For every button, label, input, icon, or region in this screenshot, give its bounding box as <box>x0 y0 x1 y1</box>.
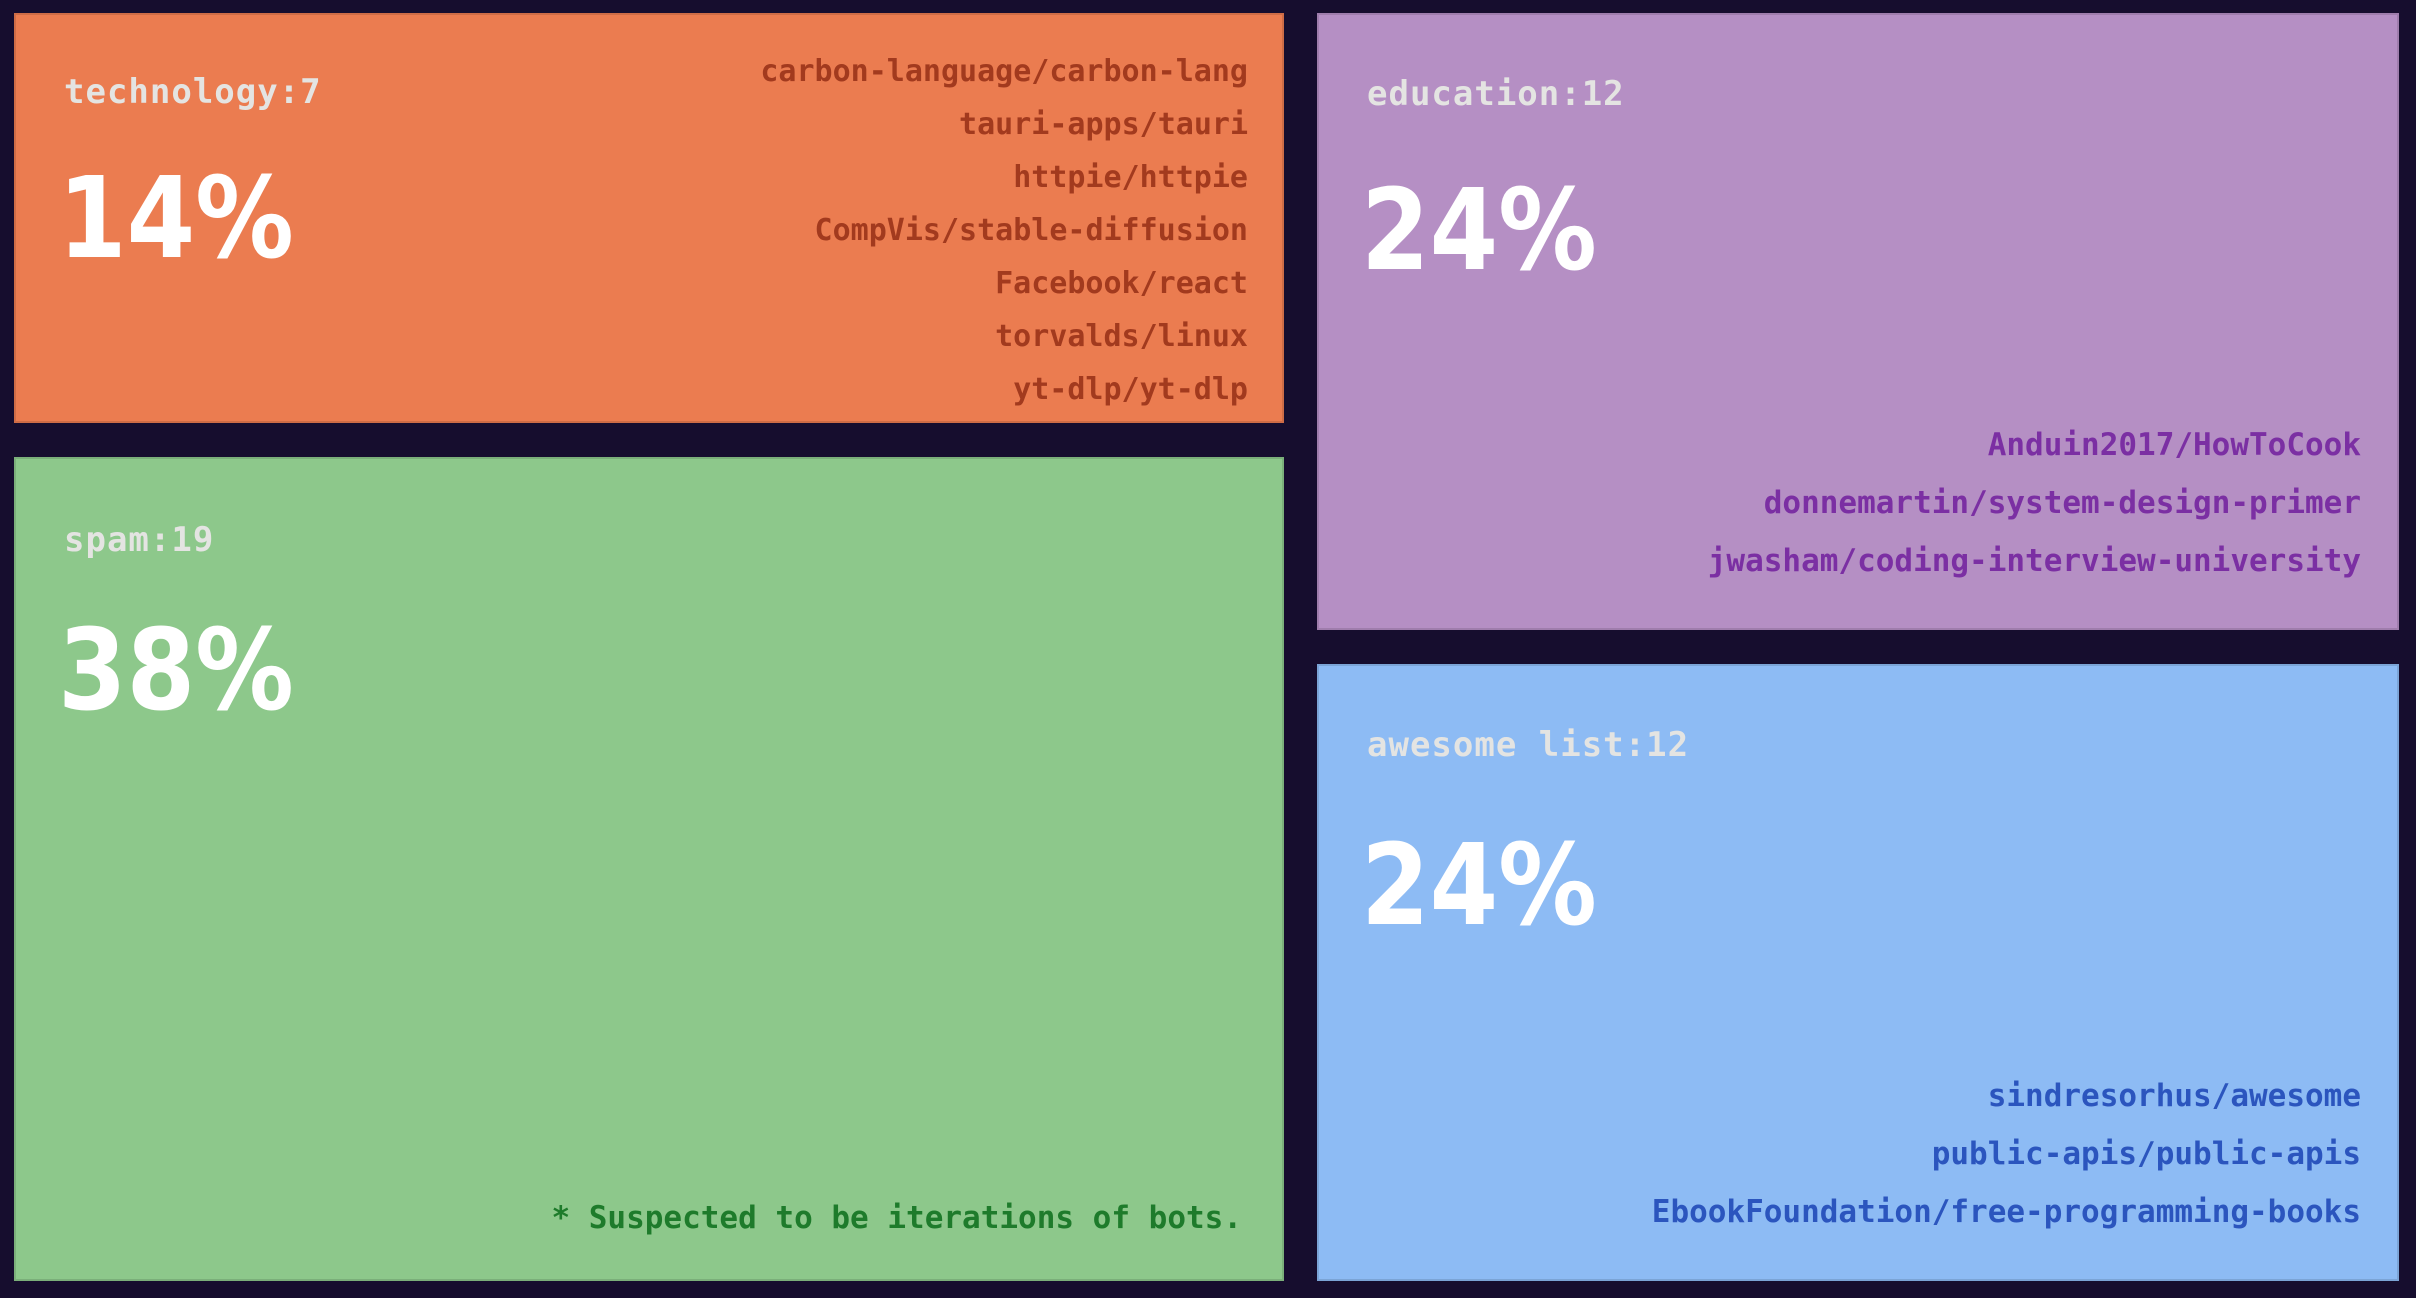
spam-footnote: * Suspected to be iterations of bots. <box>551 1199 1242 1236</box>
tile-percent-technology: 14% <box>58 154 294 284</box>
repo-list-technology: carbon-language/carbon-lang tauri-apps/t… <box>760 45 1248 416</box>
repo-name: Anduin2017/HowToCook <box>1987 427 2361 463</box>
repo-name: EbookFoundation/free-programming-books <box>1651 1194 2361 1230</box>
repo-name: public-apis/public-apis <box>1931 1136 2361 1172</box>
repo-name: yt-dlp/yt-dlp <box>1013 372 1248 407</box>
treemap-tile-spam: spam:19 38% * Suspected to be iterations… <box>14 457 1284 1281</box>
treemap-tile-education: education:12 24% Anduin2017/HowToCook do… <box>1317 13 2399 630</box>
repo-name: jwasham/coding-interview-university <box>1707 543 2361 579</box>
tile-percent-awesome-list: 24% <box>1361 821 1597 951</box>
tile-label-spam: spam:19 <box>64 520 215 560</box>
repo-name: Facebook/react <box>995 266 1248 301</box>
repo-list-awesome-list: sindresorhus/awesome public-apis/public-… <box>1652 1067 2361 1241</box>
repo-name: CompVis/stable-diffusion <box>814 213 1248 248</box>
repo-name: donnemartin/system-design-primer <box>1763 485 2361 521</box>
treemap-tile-technology: technology:7 14% carbon-language/carbon-… <box>14 13 1284 423</box>
repo-name: httpie/httpie <box>1013 160 1248 195</box>
tile-label-education: education:12 <box>1367 74 1625 114</box>
tile-label-awesome-list: awesome list:12 <box>1367 725 1690 765</box>
treemap-tile-awesome-list: awesome list:12 24% sindresorhus/awesome… <box>1317 664 2399 1281</box>
repo-name: carbon-language/carbon-lang <box>760 54 1248 89</box>
tile-percent-education: 24% <box>1361 166 1597 296</box>
repo-list-education: Anduin2017/HowToCook donnemartin/system-… <box>1708 416 2361 590</box>
repo-name: sindresorhus/awesome <box>1987 1078 2361 1114</box>
repo-name: tauri-apps/tauri <box>959 107 1248 142</box>
repo-name: torvalds/linux <box>995 319 1248 354</box>
tile-percent-spam: 38% <box>58 606 294 736</box>
tile-label-technology: technology:7 <box>64 72 322 112</box>
